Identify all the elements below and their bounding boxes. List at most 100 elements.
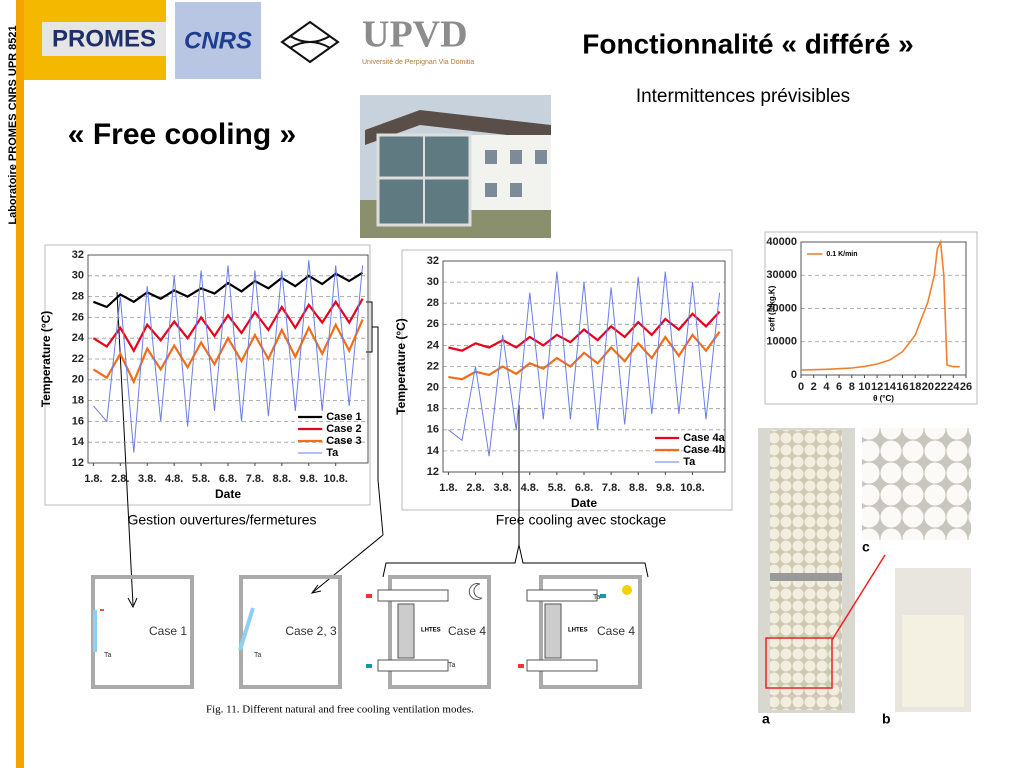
legend-label: Case 4b [683, 444, 725, 456]
x-tick-label: 8 [849, 381, 855, 393]
x-tick-label: 12 [871, 381, 883, 393]
y-axis-label: ceff (J/kg.K) [768, 285, 777, 331]
case-label: Case 4 [448, 624, 486, 638]
y-tick-label: 18 [72, 395, 84, 407]
plot-area [442, 260, 726, 473]
legend-label: Case 1 [326, 411, 361, 423]
y-axis-label: Temperature (°C) [39, 311, 53, 408]
x-tick-label: 20 [922, 381, 934, 393]
series-line [448, 271, 721, 457]
x-tick-label: 6.8. [575, 482, 593, 494]
y-tick-label: 14 [72, 436, 85, 448]
ta-label: Ta [254, 652, 262, 659]
y-tick-label: 12 [427, 466, 439, 478]
y-tick-label: 26 [72, 311, 84, 323]
y-tick-label: 18 [427, 403, 439, 415]
y-tick-label: 16 [427, 424, 439, 436]
legend-label: Ta [326, 447, 339, 459]
slide-subtitle: Intermittences prévisibles [636, 86, 850, 107]
x-tick-label: 16 [896, 381, 908, 393]
x-tick-label: 24 [947, 381, 960, 393]
series-line [448, 310, 721, 352]
legend-label: Case 3 [326, 435, 361, 447]
building-photo [360, 95, 551, 238]
x-tick-label: 1.8. [84, 473, 102, 485]
x-tick-label: 1.8. [439, 482, 457, 494]
y-tick-label: 28 [427, 297, 439, 309]
plot-area [800, 241, 967, 376]
ta-label: Ta [593, 594, 601, 601]
x-tick-label: 5.8. [548, 482, 566, 494]
x-tick-label: 10.8. [680, 482, 704, 494]
x-tick-label: 10.8. [323, 473, 347, 485]
ta-label: Ta [104, 652, 112, 659]
case-label: Case 4 [597, 624, 635, 638]
close-up-photo [862, 428, 971, 540]
x-tick-label: 0 [798, 381, 804, 393]
photo-label: c [862, 539, 870, 555]
x-tick-label: 4.8. [521, 482, 539, 494]
side-bar [16, 0, 24, 768]
connectors [116, 291, 649, 609]
diagram-details [93, 583, 632, 672]
x-axis-label: Date [571, 496, 597, 510]
legend-label: 0.1 K/min [826, 251, 857, 258]
upvd-logo-sub: Université de Perpignan Via Domitia [362, 59, 474, 66]
slide-title: Fonctionnalité « différé » [582, 28, 913, 59]
y-tick-label: 12 [72, 457, 84, 469]
case-label: Case 2, 3 [285, 624, 337, 638]
y-tick-label: 14 [427, 445, 440, 457]
y-tick-label: 22 [427, 360, 439, 372]
y-tick-label: 32 [427, 255, 439, 267]
lhtes-label: LHTES [421, 628, 441, 634]
y-tick-label: 10000 [766, 336, 797, 348]
promes-logo-text: PROMES [52, 25, 156, 52]
y-tick-label: 30 [427, 276, 439, 288]
y-tick-label: 20000 [766, 302, 797, 314]
series-line [93, 260, 364, 453]
y-axis-label: Temperature (°C) [394, 318, 408, 415]
sample-photo [895, 568, 971, 712]
x-tick-label: 10 [858, 381, 870, 393]
plot-area [87, 254, 369, 464]
ventilation-diagrams [91, 575, 642, 689]
cnrs-logo-text: CNRS [184, 27, 252, 54]
x-tick-label: 5.8. [192, 473, 210, 485]
y-tick-label: 24 [72, 332, 85, 344]
upvd-symbol [280, 20, 340, 64]
series-line [92, 319, 364, 385]
promes-logo-band [42, 22, 166, 56]
caption-left: Gestion ouvertures/fermetures [127, 512, 316, 528]
x-tick-label: 7.8. [246, 473, 264, 485]
x-axis-label: θ (°C) [873, 394, 894, 403]
x-tick-label: 7.8. [602, 482, 620, 494]
legend-label: Ta [683, 456, 696, 468]
y-tick-label: 24 [427, 339, 440, 351]
x-tick-label: 9.8. [300, 473, 318, 485]
y-tick-label: 32 [72, 249, 84, 261]
x-tick-label: 3.8. [493, 482, 511, 494]
y-tick-label: 20 [72, 374, 84, 386]
legend-label: Case 2 [326, 423, 361, 435]
x-tick-label: 14 [884, 381, 897, 393]
series-line [92, 298, 364, 353]
y-tick-label: 28 [72, 291, 84, 303]
series-line [800, 239, 960, 371]
y-tick-label: 40000 [766, 236, 797, 248]
ta-label: Ta [448, 662, 456, 669]
section-heading: « Free cooling » [68, 118, 296, 151]
y-tick-label: 26 [427, 318, 439, 330]
figure-caption: Fig. 11. Different natural and free cool… [206, 704, 474, 716]
x-tick-label: 6.8. [219, 473, 237, 485]
x-tick-label: 2 [811, 381, 817, 393]
column-photo [758, 428, 886, 713]
y-tick-label: 22 [72, 353, 84, 365]
x-tick-label: 8.8. [629, 482, 647, 494]
series-line [93, 271, 364, 309]
photo-label: b [882, 711, 891, 727]
y-tick-label: 30 [72, 270, 84, 282]
cnrs-logo [175, 2, 261, 79]
x-tick-label: 4.8. [165, 473, 183, 485]
y-tick-label: 16 [72, 415, 84, 427]
x-tick-label: 26 [960, 381, 972, 393]
